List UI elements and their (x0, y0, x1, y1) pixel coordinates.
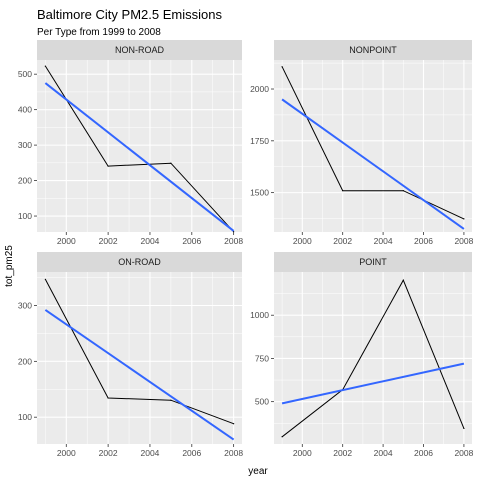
series-line (44, 65, 234, 233)
facet-strip (274, 252, 472, 272)
y-axis-title: tot_pm25 (4, 245, 15, 287)
x-tick-label: 2000 (293, 236, 312, 246)
panel-background (37, 60, 242, 232)
y-tick-label: 500 (18, 69, 32, 79)
y-tick-label: 400 (18, 105, 32, 115)
chart-subtitle: Per Type from 1999 to 2008 (37, 27, 161, 38)
y-tick-label: 1000 (250, 310, 269, 320)
facet-strip (37, 40, 242, 60)
data-point (463, 427, 465, 430)
y-tick-label: 750 (255, 353, 269, 363)
trend-line (44, 309, 235, 441)
panel-non-road: NON-ROAD 100 200 300 400 500 2000 2002 2004 2006 2… (18, 40, 243, 246)
data-point (342, 190, 344, 192)
x-tick-label: 2000 (57, 236, 76, 246)
facet-strip-label: ON-ROAD (118, 257, 161, 267)
x-tick-label: 2000 (57, 448, 76, 458)
x-tick-label: 2002 (99, 448, 118, 458)
facet-strip-label: NON-ROAD (115, 45, 164, 55)
x-tick-label: 2006 (414, 448, 433, 458)
series-line (281, 66, 465, 220)
data-point (233, 423, 235, 425)
data-point (107, 165, 109, 167)
y-tick-label: 200 (18, 176, 32, 186)
trend-line (44, 82, 235, 232)
facet-panels: NON-ROAD 100 200 300 400 500 2000 2002 2004 2006 2… (18, 40, 474, 458)
x-tick-label: 2004 (140, 236, 159, 246)
x-tick-label: 2008 (224, 448, 243, 458)
y-tick-label: 300 (18, 301, 32, 311)
x-tick-label: 2002 (99, 236, 118, 246)
panel-background (274, 60, 472, 232)
x-tick-label: 2008 (454, 448, 473, 458)
facet-strip (37, 252, 242, 272)
x-tick-label: 2004 (140, 448, 159, 458)
x-tick-label: 2006 (182, 236, 201, 246)
y-tick-label: 2000 (250, 84, 269, 94)
x-tick-label: 2004 (374, 236, 393, 246)
chart-title: Baltimore City PM2.5 Emissions (37, 7, 222, 22)
y-tick-label: 1750 (250, 136, 269, 146)
x-tick-label: 2006 (182, 448, 201, 458)
data-point (281, 436, 283, 438)
x-tick-label: 2008 (454, 236, 473, 246)
x-tick-label: 2006 (414, 236, 433, 246)
series-line (281, 279, 465, 438)
data-point (107, 397, 109, 399)
trend-line (281, 362, 465, 405)
panel-on-road: ON-ROAD 100 200 300 2000 2002 2004 2006 2008 (18, 252, 243, 458)
y-tick-label: 500 (255, 397, 269, 407)
data-point (170, 399, 172, 401)
x-tick-label: 2002 (333, 448, 352, 458)
trend-line (281, 98, 465, 230)
panel-point: POINT 500 750 1000 2000 2002 2004 2006 2008 (250, 252, 474, 458)
data-point (402, 190, 404, 192)
series-line (44, 279, 234, 425)
data-point (463, 218, 465, 220)
x-tick-label: 2008 (224, 236, 243, 246)
x-tick-label: 2002 (333, 236, 352, 246)
data-point (44, 65, 46, 67)
x-axis-title: year (248, 466, 268, 477)
x-tick-label: 2004 (374, 448, 393, 458)
facet-strip (274, 40, 472, 60)
facet-strip-label: NONPOINT (349, 45, 397, 55)
data-point (281, 66, 283, 68)
y-tick-label: 100 (18, 211, 32, 221)
facet-strip-label: POINT (359, 257, 387, 267)
x-tick-label: 2000 (293, 448, 312, 458)
data-point (402, 279, 404, 281)
panel-nonpoint: NONPOINT 1500 1750 2000 2000 2002 2004 2006 2008 (250, 40, 474, 246)
panel-background (37, 272, 242, 444)
data-point (170, 162, 172, 164)
y-tick-label: 1500 (250, 188, 269, 198)
data-point (44, 278, 46, 280)
y-tick-label: 100 (18, 412, 32, 422)
y-tick-label: 200 (18, 356, 32, 366)
y-tick-label: 300 (18, 140, 32, 150)
